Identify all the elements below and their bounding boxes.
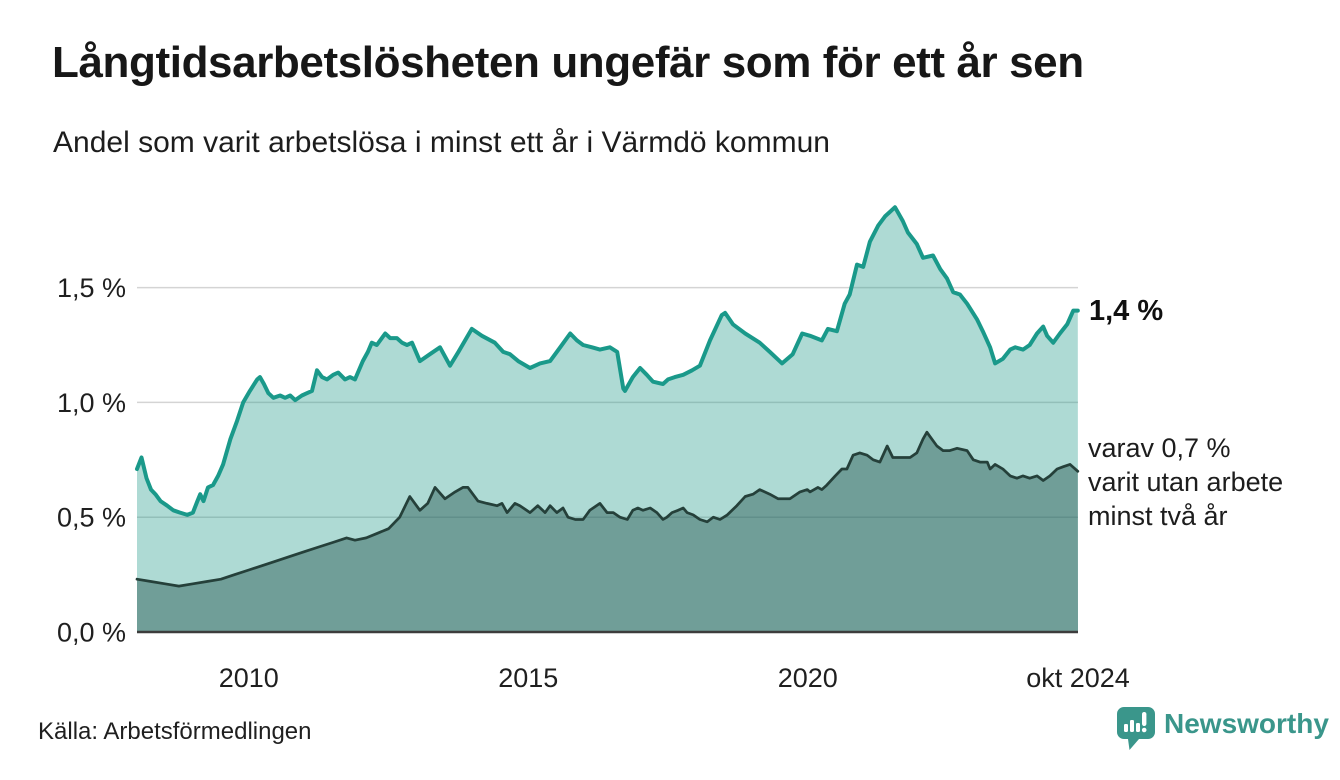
chart-title: Långtidsarbetslösheten ungefär som för e… — [52, 38, 1084, 87]
newsworthy-wordmark: Newsworthy — [1164, 708, 1329, 739]
line-two-years-plus — [135, 430, 1080, 588]
series-two-years-end-annotation: varav 0,7 % varit utan arbete minst två … — [1088, 431, 1283, 533]
y-tick-label: 0,5 % — [57, 503, 126, 533]
x-tick-label: okt 2024 — [1026, 663, 1130, 693]
x-tick-label: 2020 — [778, 663, 838, 693]
annotation-line: varav 0,7 % — [1088, 433, 1231, 463]
series-total-end-value-label: 1,4 % — [1089, 295, 1164, 327]
y-tick-label: 1,5 % — [57, 273, 126, 303]
area-two-years-plus — [137, 432, 1078, 632]
annotation-line: varit utan arbete — [1088, 467, 1284, 497]
source-caption: Källa: Arbetsförmedlingen — [38, 718, 312, 745]
chart-subtitle: Andel som varit arbetslösa i minst ett å… — [53, 126, 830, 159]
y-tick-label: 1,0 % — [57, 388, 126, 418]
newsworthy-icon — [1117, 707, 1155, 750]
x-tick-label: 2010 — [219, 663, 279, 693]
x-tick-label: 2015 — [498, 663, 558, 693]
annotation-line: minst två år — [1088, 501, 1228, 531]
line-total-one-year-plus — [135, 205, 1080, 517]
newsworthy-logo: Newsworthy — [1117, 707, 1329, 751]
y-tick-label: 0,0 % — [57, 618, 126, 648]
